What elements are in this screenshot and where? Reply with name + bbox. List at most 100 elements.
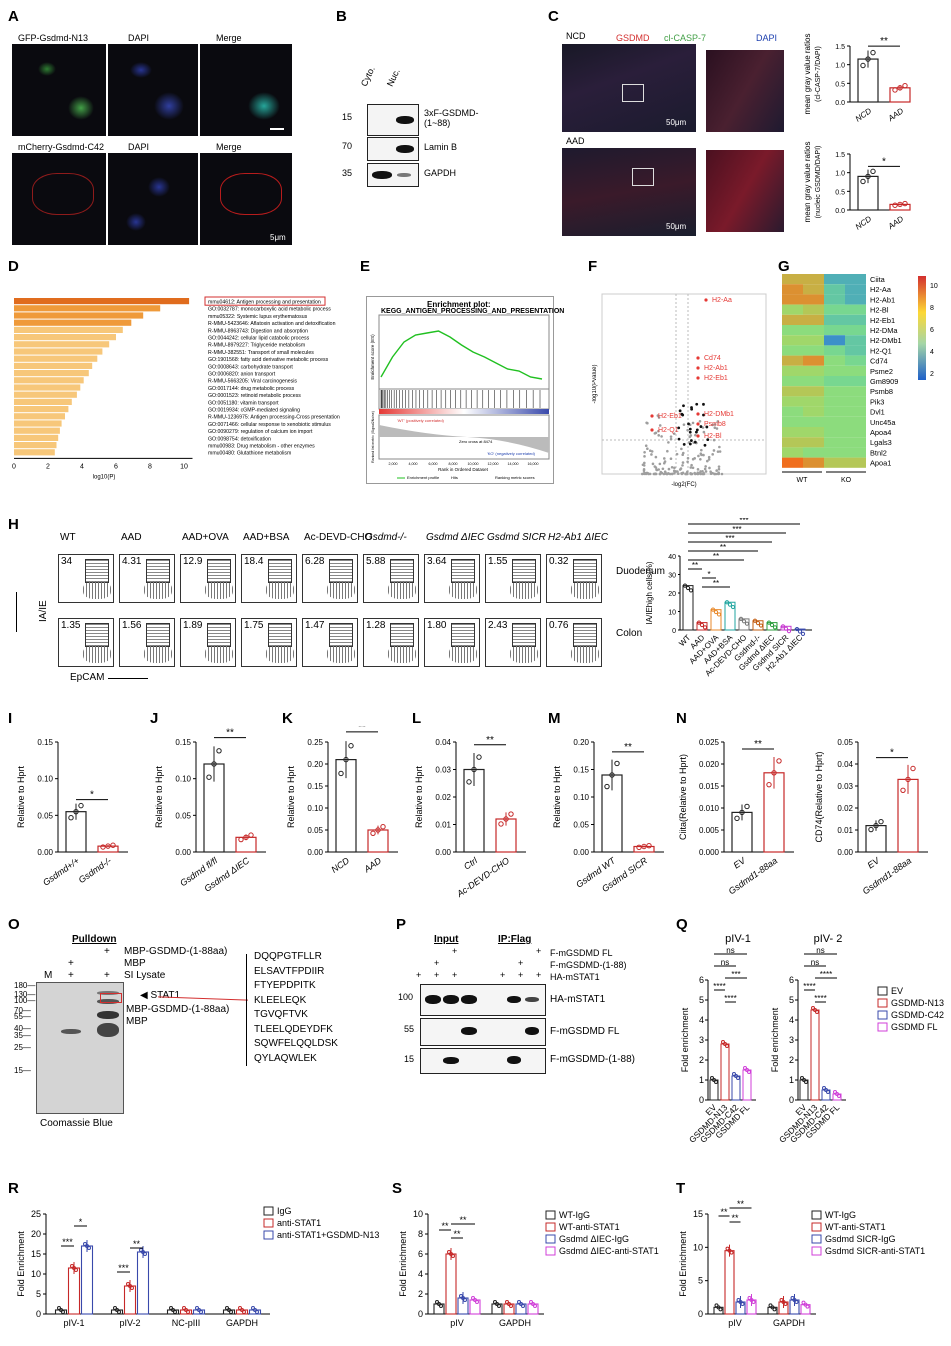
- data-point: [803, 1302, 808, 1307]
- legend-swatch: [545, 1246, 556, 1256]
- h-flow-plot: 5.88: [363, 554, 419, 603]
- s-chart: 0 2 4 6 8 10 Fold Enrichment pIV GAPDH ** ** ** WT-I…: [398, 1209, 659, 1328]
- x-tick-label: pIV: [450, 1318, 464, 1328]
- term-bar: [14, 420, 62, 427]
- legend-label: GSDMD-N13: [891, 998, 944, 1008]
- b-lane-nuc: Nuc.: [384, 66, 402, 88]
- p-plus: +: [536, 970, 542, 980]
- sig-point: [695, 428, 699, 432]
- x-tick-label: NCD: [329, 855, 351, 875]
- gene-label: Psmb8: [870, 387, 893, 396]
- y-tick-label: 0.02: [435, 793, 451, 802]
- sig-point: [706, 438, 710, 441]
- h-gate-percent: 1.56: [122, 620, 142, 631]
- legend-label: Gsdmd ΔIEC-anti-STAT1: [559, 1246, 659, 1256]
- y-tick-label: 0.15: [573, 766, 589, 775]
- sig-label: *: [882, 156, 886, 167]
- data-point: [521, 1304, 525, 1308]
- gene-label: H2-Bl: [870, 306, 889, 315]
- heat-cell: [824, 386, 845, 397]
- heat-cell: [824, 345, 845, 356]
- bar: [810, 1009, 820, 1101]
- gene-point: [691, 466, 695, 470]
- o-peptide: QYLAQWLEK: [254, 1052, 317, 1064]
- bar: [799, 1079, 809, 1101]
- sig-point: [702, 413, 705, 417]
- heat-cell: [782, 386, 803, 397]
- sig-label: **: [713, 552, 719, 561]
- h-tissue-colon: Colon: [616, 628, 643, 639]
- n-chart-ciita: 0.000 0.005 0.010 0.015 0.020 0.025 Ciita(Rela…: [678, 738, 794, 896]
- term-label: mmu00480: Glutathione metabolism: [208, 451, 291, 457]
- data-point: [243, 834, 249, 841]
- data-point: [714, 1080, 718, 1084]
- data-point: [804, 1080, 808, 1084]
- gene-point: [669, 437, 673, 441]
- heat-cell: [782, 355, 803, 366]
- y-tick-label: 0.20: [573, 738, 589, 747]
- gene-point: [641, 472, 644, 476]
- heat-cell: [803, 365, 824, 376]
- data-point: [682, 583, 688, 588]
- data-point: [225, 1306, 229, 1310]
- bar: [742, 1069, 752, 1101]
- heat-cell: [824, 304, 845, 315]
- y-axis-label: IA/IEhigh cells(%): [645, 561, 654, 624]
- x-tick-label: 8: [148, 463, 152, 470]
- d-enrichment-bars: mmu04612: Antigen processing and present…: [12, 296, 340, 480]
- data-point: [242, 1310, 246, 1314]
- legend-swatch: [811, 1210, 822, 1220]
- gene-point: [706, 459, 709, 463]
- term-bar: [14, 413, 65, 420]
- data-point: [734, 1074, 738, 1078]
- scale-label: 10: [930, 283, 938, 290]
- gene-point: [716, 420, 720, 423]
- heat-cell: [782, 416, 803, 427]
- y-tick-label: 5: [36, 1289, 41, 1299]
- y-tick-label: 15: [693, 1209, 703, 1219]
- heat-cell: [845, 345, 866, 356]
- p-plus: +: [452, 970, 458, 980]
- gene-point: [684, 472, 688, 476]
- p-band-fl: F-mGSDMD FL: [550, 1026, 620, 1037]
- x-tick-label: NCD: [854, 106, 874, 123]
- bar: [166, 1309, 180, 1315]
- heat-cell: [824, 355, 845, 366]
- y-tick-label: 1: [699, 1075, 704, 1085]
- data-point: [902, 200, 908, 207]
- sig-label: ***: [62, 1237, 73, 1247]
- sig-label: ****: [724, 994, 736, 1003]
- gene-point: [699, 470, 702, 473]
- h-flow-plot: 1.47: [302, 618, 358, 667]
- sig-label: ns: [816, 946, 824, 955]
- b-mw-35: 35: [342, 168, 353, 178]
- o-mw-label: 180—: [14, 981, 36, 990]
- panel-label-a: A: [8, 8, 19, 25]
- heat-cell: [803, 457, 824, 468]
- heat-cell: [782, 457, 803, 468]
- heat-cell: [845, 396, 866, 407]
- legend-swatch: [811, 1222, 822, 1232]
- bar: [503, 1303, 515, 1315]
- highlight-point: [696, 366, 700, 370]
- y-tick-label: 0.025: [699, 738, 720, 747]
- sig-label: ns: [811, 958, 819, 967]
- a-image-dapi2: [108, 153, 198, 245]
- sig-point: [705, 425, 709, 429]
- gene-point: [713, 472, 716, 476]
- legend-swatch: [545, 1222, 556, 1232]
- gene-point: [704, 470, 708, 473]
- data-point: [783, 626, 789, 631]
- legend-swatch: [877, 1022, 888, 1032]
- data-point: [59, 1308, 63, 1312]
- data-point: [768, 1303, 773, 1308]
- gene-point: [718, 445, 721, 449]
- gene-label: H2-Eb1: [870, 316, 895, 325]
- gene-point: [643, 451, 646, 454]
- x-tick-label: GAPDH: [499, 1318, 531, 1328]
- gene-point: [660, 435, 663, 438]
- legend-item: Enrichment profile: [407, 475, 440, 480]
- gene-point: [643, 471, 646, 475]
- bar: [527, 1303, 539, 1315]
- heat-cell: [824, 437, 845, 448]
